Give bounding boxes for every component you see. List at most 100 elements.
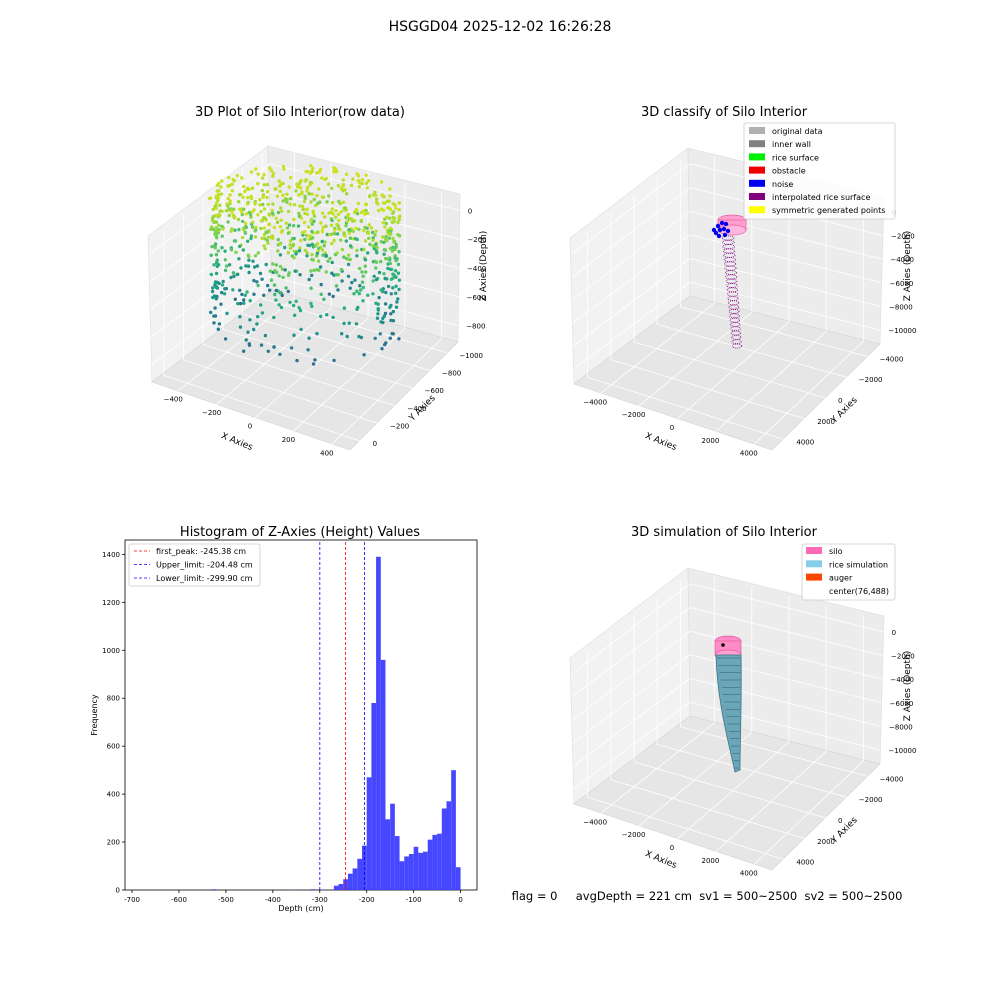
raw-point — [224, 264, 229, 268]
raw-point — [312, 197, 316, 202]
raw-point — [210, 289, 215, 294]
raw-point — [324, 224, 328, 228]
raw-point — [238, 315, 242, 319]
raw-point — [291, 303, 296, 308]
y-gridline — [262, 298, 448, 354]
raw-point — [267, 212, 271, 216]
raw-point — [307, 336, 311, 340]
y-tick-label: 400 — [107, 791, 120, 799]
raw-point — [393, 247, 397, 252]
raw-point — [288, 202, 292, 206]
noise-point — [722, 232, 728, 238]
raw-point — [297, 249, 302, 253]
raw-point — [243, 189, 247, 194]
x-gridline — [752, 340, 864, 446]
z-gridline-left — [571, 187, 691, 278]
raw-point — [337, 218, 341, 223]
raw-point — [376, 202, 380, 206]
histogram-bar — [394, 836, 400, 890]
raw-point — [250, 186, 255, 190]
z-gridline-left — [571, 258, 691, 348]
x-tick-label: 4000 — [740, 870, 758, 878]
raw-point — [286, 250, 290, 255]
raw-point — [274, 298, 278, 302]
raw-point — [315, 331, 319, 336]
raw-point — [255, 322, 259, 326]
raw-point — [278, 189, 282, 193]
raw-point — [380, 193, 384, 197]
raw-point — [287, 271, 291, 275]
raw-point — [249, 170, 254, 174]
raw-point — [303, 237, 307, 242]
raw-point — [391, 236, 395, 241]
raw-point — [233, 239, 238, 243]
raw-point — [331, 315, 335, 320]
raw-point — [390, 249, 394, 253]
raw-point — [310, 252, 314, 257]
y-gridline — [587, 376, 785, 440]
raw-point — [256, 213, 260, 217]
raw-point — [355, 212, 360, 216]
raw-point — [242, 228, 246, 232]
raw-point — [311, 362, 316, 366]
histogram-bar — [211, 889, 217, 890]
panel2-floor-pane — [573, 295, 881, 451]
raw-point — [215, 264, 219, 269]
raw-point — [214, 285, 218, 289]
panel4-gridlines — [571, 576, 884, 866]
raw-point — [381, 235, 385, 239]
raw-point — [311, 211, 316, 215]
raw-point — [223, 249, 227, 253]
raw-point — [235, 173, 239, 178]
raw-point — [373, 233, 377, 237]
raw-point — [278, 291, 282, 295]
raw-point — [301, 207, 306, 211]
raw-point — [316, 230, 320, 234]
raw-point — [279, 230, 284, 234]
raw-point — [310, 229, 314, 234]
raw-point — [277, 179, 281, 183]
raw-point — [335, 232, 340, 236]
raw-point — [217, 223, 221, 227]
raw-point — [238, 325, 243, 329]
raw-point — [238, 244, 242, 249]
y-tick-label: 4000 — [796, 439, 814, 447]
raw-point — [319, 221, 323, 225]
raw-point — [395, 300, 399, 304]
raw-point — [240, 235, 245, 240]
raw-point — [345, 214, 350, 219]
interpolated-ring — [725, 270, 737, 276]
panel3-ylabel: Frequency — [90, 694, 99, 736]
raw-point — [262, 226, 266, 230]
raw-point — [330, 260, 334, 265]
legend-swatch — [806, 560, 822, 568]
x-tick-label: 0 — [248, 423, 252, 431]
raw-point — [246, 253, 250, 257]
raw-point — [211, 207, 215, 211]
raw-point — [364, 270, 368, 274]
raw-point — [347, 228, 351, 232]
raw-point — [277, 303, 281, 307]
z-tick-label: −6000 — [890, 280, 914, 288]
raw-point — [296, 224, 301, 228]
panel4-simulation-surface — [714, 635, 742, 773]
y-tick-label: −400 — [407, 405, 426, 413]
legend-label: auger — [829, 574, 853, 583]
panel1-floor-pane — [151, 289, 459, 451]
raw-point — [279, 305, 284, 310]
raw-point — [320, 229, 325, 233]
raw-point — [213, 314, 218, 318]
raw-point — [237, 227, 241, 232]
raw-point — [239, 301, 243, 306]
raw-point — [271, 236, 275, 240]
y-gridline — [610, 779, 806, 840]
figure-suptitle: HSGGD04 2025-12-02 16:26:28 — [389, 19, 612, 35]
raw-point — [223, 337, 228, 341]
raw-point — [371, 292, 375, 296]
raw-point — [347, 253, 351, 257]
y-tick-label: 4000 — [796, 859, 814, 867]
panel2-gridlines — [571, 156, 884, 446]
raw-point — [305, 207, 309, 212]
x-tick-label: 4000 — [740, 450, 758, 458]
